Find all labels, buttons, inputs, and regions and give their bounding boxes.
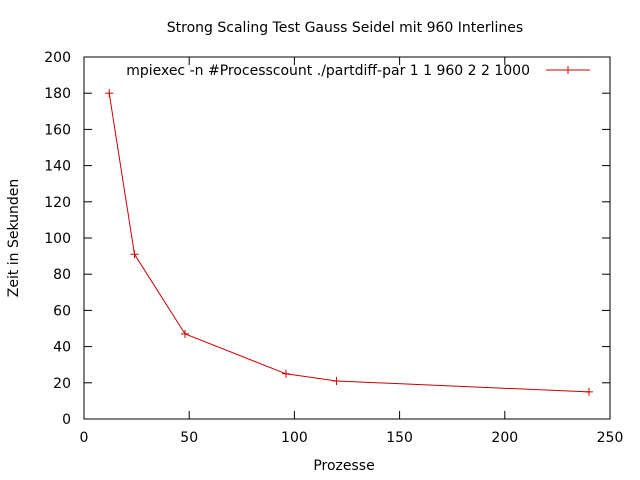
y-tick-label: 160 <box>44 122 71 138</box>
series <box>105 89 593 396</box>
y-tick-label: 0 <box>62 412 71 428</box>
y-tick-label: 140 <box>44 159 71 175</box>
data-point <box>180 329 189 338</box>
y-tick-label: 100 <box>44 231 71 247</box>
data-point <box>584 387 593 396</box>
legend-label: mpiexec -n #Processcount ./partdiff-par … <box>126 63 530 79</box>
y-tick-label: 200 <box>44 50 71 66</box>
y-axis: 0 20 40 60 80 100 120 140 160 180 200 <box>44 50 610 428</box>
data-point <box>130 250 139 259</box>
y-axis-label: Zeit in Sekunden <box>6 179 22 298</box>
legend: mpiexec -n #Processcount ./partdiff-par … <box>126 63 590 79</box>
y-tick-label: 80 <box>53 267 71 283</box>
plot-frame <box>83 56 611 420</box>
x-tick-label: 50 <box>180 430 198 446</box>
y-tick-label: 60 <box>53 303 71 319</box>
y-tick-label: 180 <box>44 86 71 102</box>
x-tick-label: 0 <box>80 430 89 446</box>
legend-marker <box>564 66 572 74</box>
x-tick-label: 250 <box>597 430 624 446</box>
chart-title: Strong Scaling Test Gauss Seidel mit 960… <box>167 20 523 36</box>
data-point <box>281 369 290 378</box>
x-tick-label: 200 <box>491 430 518 446</box>
data-point <box>332 376 341 385</box>
data-point <box>105 89 114 98</box>
series-line <box>108 93 590 393</box>
x-tick-label: 150 <box>386 430 413 446</box>
x-axis-label: Prozesse <box>313 458 374 474</box>
y-tick-label: 20 <box>53 376 71 392</box>
x-tick-label: 100 <box>281 430 308 446</box>
x-axis: 0 50 100 150 200 250 <box>80 57 624 446</box>
y-tick-label: 40 <box>53 340 71 356</box>
y-tick-label: 120 <box>44 195 71 211</box>
